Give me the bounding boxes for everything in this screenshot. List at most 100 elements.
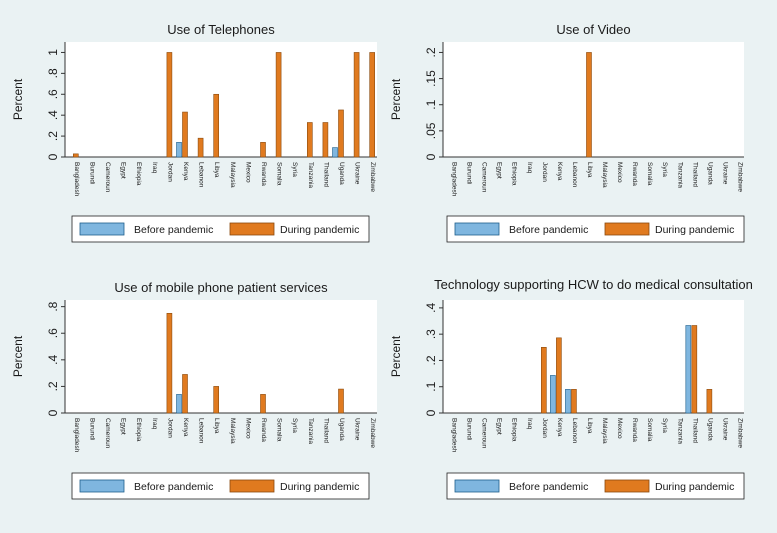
bar-during-kenya (182, 111, 188, 158)
y-tick-label: .1 (424, 381, 438, 391)
x-tick-label: Uganda (338, 418, 345, 441)
y-tick-label: .3 (424, 329, 438, 339)
y-tick-label: .2 (46, 381, 60, 391)
legend-swatch-before (79, 479, 125, 493)
x-tick-label: Lebanon (198, 418, 205, 444)
x-tick-label: Ukraine (354, 418, 361, 441)
x-tick-label: Rwanda (631, 418, 638, 442)
y-tick-label: .1 (424, 99, 438, 109)
x-tick-label: Uganda (338, 162, 345, 185)
x-tick-label: Malaysia (601, 162, 608, 188)
chart-panel-2: Use of Video Percent 0 .05 .1 .15 .2 Bangladesh… (389, 22, 745, 243)
y-tick-label: .6 (46, 328, 60, 338)
chart-title: Use of Video (556, 22, 630, 37)
y-tick-label: .8 (46, 301, 60, 311)
bar-during-somalia (275, 52, 282, 158)
x-tick-label: Zimbabwe (369, 418, 376, 448)
x-tick-label: Tanzania (307, 418, 314, 444)
bar-during-rwanda (260, 142, 266, 158)
bar-before-thailand (685, 325, 692, 414)
y-tick-label: .8 (46, 68, 60, 78)
x-tick-label: Ukraine (354, 162, 361, 185)
x-tick-label: Ethiopia (511, 162, 518, 186)
x-tick-label: Mexico (616, 418, 623, 439)
bar-before-kenya (176, 394, 182, 414)
x-tick-label: Ukraine (721, 162, 728, 185)
y-tick-label: .2 (424, 355, 438, 365)
x-tick-label: Syria (291, 162, 298, 177)
bar-during-kenya (182, 374, 188, 414)
x-tick-label: Burundi (466, 162, 473, 184)
x-tick-label: Egypt (496, 162, 503, 179)
x-tick-label: Jordan (541, 418, 548, 438)
x-tick-label: Mexico (244, 162, 251, 183)
y-axis-label: Percent (11, 335, 25, 377)
x-tick-label: Malaysia (601, 418, 608, 444)
bar-during-bangladesh (73, 153, 79, 158)
x-tick-label: Lebanon (571, 418, 578, 444)
bar-during-thailand (322, 122, 329, 158)
x-tick-label: Rwanda (260, 418, 267, 442)
legend: Before pandemic During pandemic (71, 215, 370, 243)
legend-swatch-during (229, 479, 275, 493)
x-tick-label: Uganda (706, 418, 713, 441)
y-axis-label: Percent (389, 78, 403, 120)
bar-during-lebanon (571, 389, 577, 414)
y-tick-label: .15 (424, 70, 438, 87)
x-tick-label: Libya (586, 162, 593, 178)
x-tick-label: Egypt (120, 418, 127, 435)
chart-title: Use of mobile phone patient services (114, 280, 328, 295)
legend-label-before: Before pandemic (134, 481, 213, 493)
y-tick-label: 0 (424, 153, 438, 160)
x-tick-label: Burundi (466, 418, 473, 440)
legend-swatch-during (229, 222, 275, 236)
legend: Before pandemic During pandemic (446, 472, 745, 500)
legend-label-before: Before pandemic (509, 481, 588, 493)
y-tick-label: .4 (46, 354, 60, 364)
x-tick-label: Thailand (322, 418, 329, 443)
bar-before-kenya (550, 375, 556, 414)
x-tick-label: Syria (291, 418, 298, 433)
bar-during-jordan (166, 312, 173, 414)
legend-swatch-during (604, 222, 650, 236)
x-tick-label: Libya (213, 418, 220, 434)
x-tick-label: Ethiopia (135, 418, 142, 442)
x-tick-label: Bangladesh (451, 418, 458, 453)
plot-area (65, 42, 377, 157)
legend-label-before: Before pandemic (134, 224, 213, 236)
legend-label-during: During pandemic (280, 481, 359, 493)
x-tick-label: Cameroun (104, 418, 111, 449)
x-tick-label: Iraq (526, 162, 533, 174)
x-tick-label: Somalia (276, 162, 283, 186)
x-tick-label: Somalia (276, 418, 283, 442)
bar-during-zimbabwe (369, 52, 376, 158)
x-tick-label: Thailand (691, 162, 698, 187)
x-tick-label: Zimbabwe (736, 162, 743, 192)
x-tick-label: Zimbabwe (369, 162, 376, 192)
x-tick-label: Jordan (541, 162, 548, 182)
x-tick-label: Tanzania (676, 418, 683, 444)
x-tick-label: Tanzania (307, 162, 314, 188)
chart-panel-1: Use of Telephones Percent 0 .2 .4 .6 .8 1 Bangla… (11, 22, 377, 243)
legend-label-during: During pandemic (655, 224, 734, 236)
legend-swatch-before (454, 479, 500, 493)
x-tick-label: Malaysia (229, 162, 236, 188)
x-tick-label: Iraq (151, 162, 158, 174)
x-tick-label: Cameroun (104, 162, 111, 193)
x-tick-label: Libya (586, 418, 593, 434)
x-tick-label: Cameroun (481, 418, 488, 449)
legend-box (446, 472, 745, 500)
bar-before-kenya (176, 142, 182, 158)
y-tick-label: .2 (424, 47, 438, 57)
x-tick-label: Egypt (120, 162, 127, 179)
x-tick-label: Burundi (88, 418, 95, 440)
x-tick-label: Thailand (322, 162, 329, 187)
x-tick-label: Rwanda (631, 162, 638, 186)
y-axis-label: Percent (11, 78, 25, 120)
x-tick-label: Jordan (166, 162, 173, 182)
y-tick-label: .4 (46, 110, 60, 120)
x-tick-label: Cameroun (481, 162, 488, 193)
y-axis-label: Percent (389, 335, 403, 377)
x-tick-label: Bangladesh (451, 162, 458, 197)
bar-during-libya (586, 52, 592, 158)
